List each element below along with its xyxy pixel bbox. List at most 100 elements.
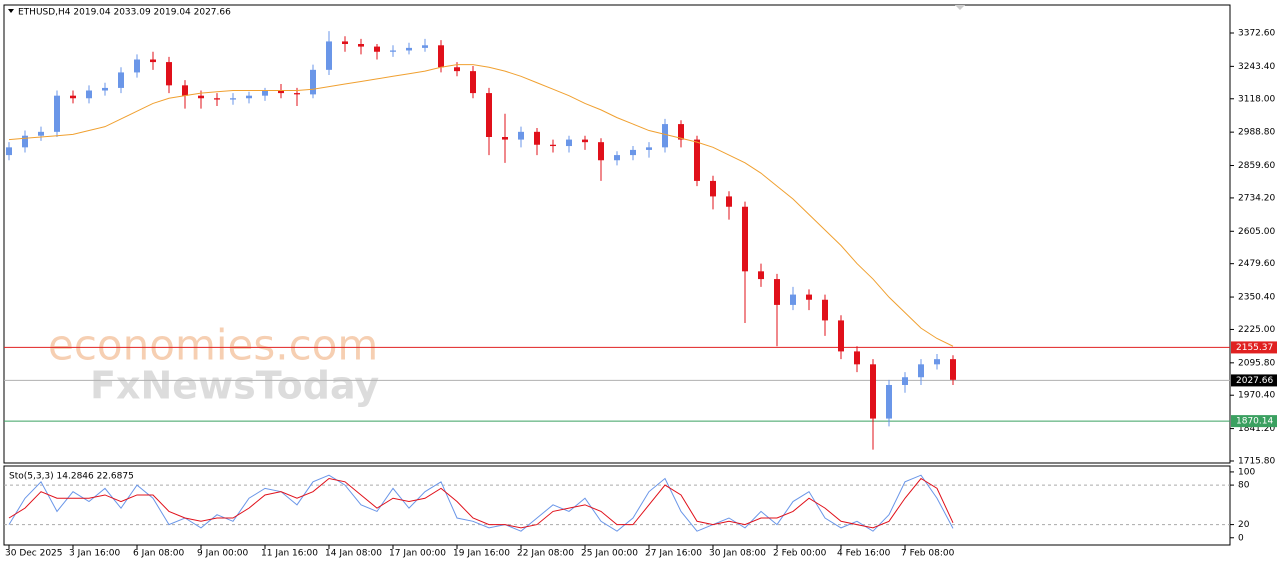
y-tick-label: 20	[1238, 520, 1250, 530]
candle-body	[886, 384, 892, 419]
level-box	[1231, 374, 1277, 387]
candle-body	[278, 90, 284, 94]
y-tick-label: 1715.80	[1238, 456, 1275, 466]
candle-body	[678, 124, 684, 140]
moving-average	[8, 64, 954, 347]
candle-body	[854, 351, 860, 365]
candle-body	[662, 124, 668, 148]
candle-body	[902, 377, 908, 385]
candle-body	[38, 131, 44, 136]
candle-body	[806, 294, 812, 300]
candle-body	[118, 72, 124, 88]
candle-body	[406, 47, 412, 51]
candle-body	[86, 90, 92, 99]
candle-body	[646, 147, 652, 150]
candle-body	[710, 180, 716, 197]
candle-body	[950, 359, 956, 380]
candle-body	[566, 139, 572, 147]
x-tick-label: 30 Dec 2025	[5, 549, 63, 559]
x-tick-label: 3 Jan 16:00	[69, 549, 121, 559]
level-label: 2155.37	[1236, 343, 1273, 353]
level-label: 1870.14	[1236, 417, 1273, 427]
candle-body	[758, 271, 764, 280]
menu-arrow[interactable]	[8, 9, 14, 13]
candle-body	[54, 95, 60, 132]
y-tick-label: 2479.60	[1238, 259, 1275, 269]
x-tick-label: 19 Jan 16:00	[453, 549, 510, 559]
x-tick-label: 4 Feb 16:00	[837, 549, 891, 559]
watermark-layer: economies.com FxNewsToday	[48, 321, 379, 408]
candle-body	[310, 69, 316, 95]
y-tick-label: 2859.60	[1238, 161, 1275, 171]
candle-body	[182, 85, 188, 96]
candle-body	[438, 45, 444, 68]
candle-body	[294, 93, 300, 95]
y-tick-label: 100	[1238, 467, 1255, 477]
candle-body	[582, 139, 588, 143]
candle-body	[358, 44, 364, 47]
level-label: 2027.66	[1236, 376, 1273, 386]
candle-body	[262, 90, 268, 96]
y-tick-label: 2350.40	[1238, 293, 1275, 303]
candle-body	[374, 46, 380, 52]
x-tick-label: 14 Jan 08:00	[325, 549, 382, 559]
candle-body	[166, 62, 172, 86]
watermark: economies.com	[48, 321, 378, 370]
candle-body	[422, 45, 428, 48]
candle-body	[614, 155, 620, 161]
y-tick-label: 1841.20	[1238, 424, 1275, 434]
candle-body	[342, 41, 348, 45]
y-tick-label: 2225.00	[1238, 325, 1275, 335]
y-tick-label: 3243.40	[1238, 62, 1275, 72]
y-tick-label: 0	[1238, 533, 1244, 543]
x-tick-label: 17 Jan 00:00	[389, 549, 446, 559]
y-tick-label: 2988.80	[1238, 128, 1275, 138]
indicator-title: Sto(5,3,3) 14.2846 22.6875	[9, 472, 134, 482]
candle-body	[134, 59, 140, 73]
candle-body	[518, 131, 524, 140]
x-tick-label: 6 Jan 08:00	[133, 549, 185, 559]
candle-body	[198, 95, 204, 99]
chart-title: ETHUSD,H4 2019.04 2033.09 2019.04 2027.6…	[18, 8, 231, 18]
candle-body	[726, 196, 732, 207]
candle-body	[502, 137, 508, 140]
x-tick-label: 11 Jan 16:00	[261, 549, 318, 559]
y-tick-label: 3118.00	[1238, 94, 1275, 104]
candle-body	[486, 93, 492, 138]
candle-body	[774, 279, 780, 305]
candle-body	[934, 359, 940, 365]
candle-body	[838, 320, 844, 352]
watermark: FxNewsToday	[90, 364, 379, 408]
candle-body	[470, 71, 476, 94]
y-tick-label: 2605.00	[1238, 227, 1275, 237]
candle-body	[742, 206, 748, 272]
candle-body	[6, 147, 12, 156]
stochastic-line	[8, 477, 954, 529]
candle-body	[790, 294, 796, 305]
candle-body	[214, 98, 220, 100]
candle-body	[598, 142, 604, 161]
candle-body	[102, 87, 108, 91]
candle-body	[70, 95, 76, 99]
x-tick-label: 2 Feb 00:00	[773, 549, 827, 559]
y-tick-label: 2734.20	[1238, 193, 1275, 203]
candle-body	[390, 50, 396, 52]
shift-marker	[955, 5, 965, 10]
y-tick-label: 2095.80	[1238, 358, 1275, 368]
candle-body	[694, 139, 700, 181]
candle-body	[22, 135, 28, 148]
level-box	[1231, 341, 1277, 354]
x-tick-label: 22 Jan 08:00	[517, 549, 574, 559]
candle-body	[630, 149, 636, 156]
main-frame	[3, 4, 1231, 464]
candle-body	[534, 131, 540, 145]
y-tick-label: 80	[1238, 481, 1250, 491]
candle-body	[918, 364, 924, 378]
level-box	[1231, 415, 1277, 428]
y-tick-label: 3372.60	[1238, 29, 1275, 39]
candle-body	[326, 41, 332, 70]
candle-body	[230, 98, 236, 100]
